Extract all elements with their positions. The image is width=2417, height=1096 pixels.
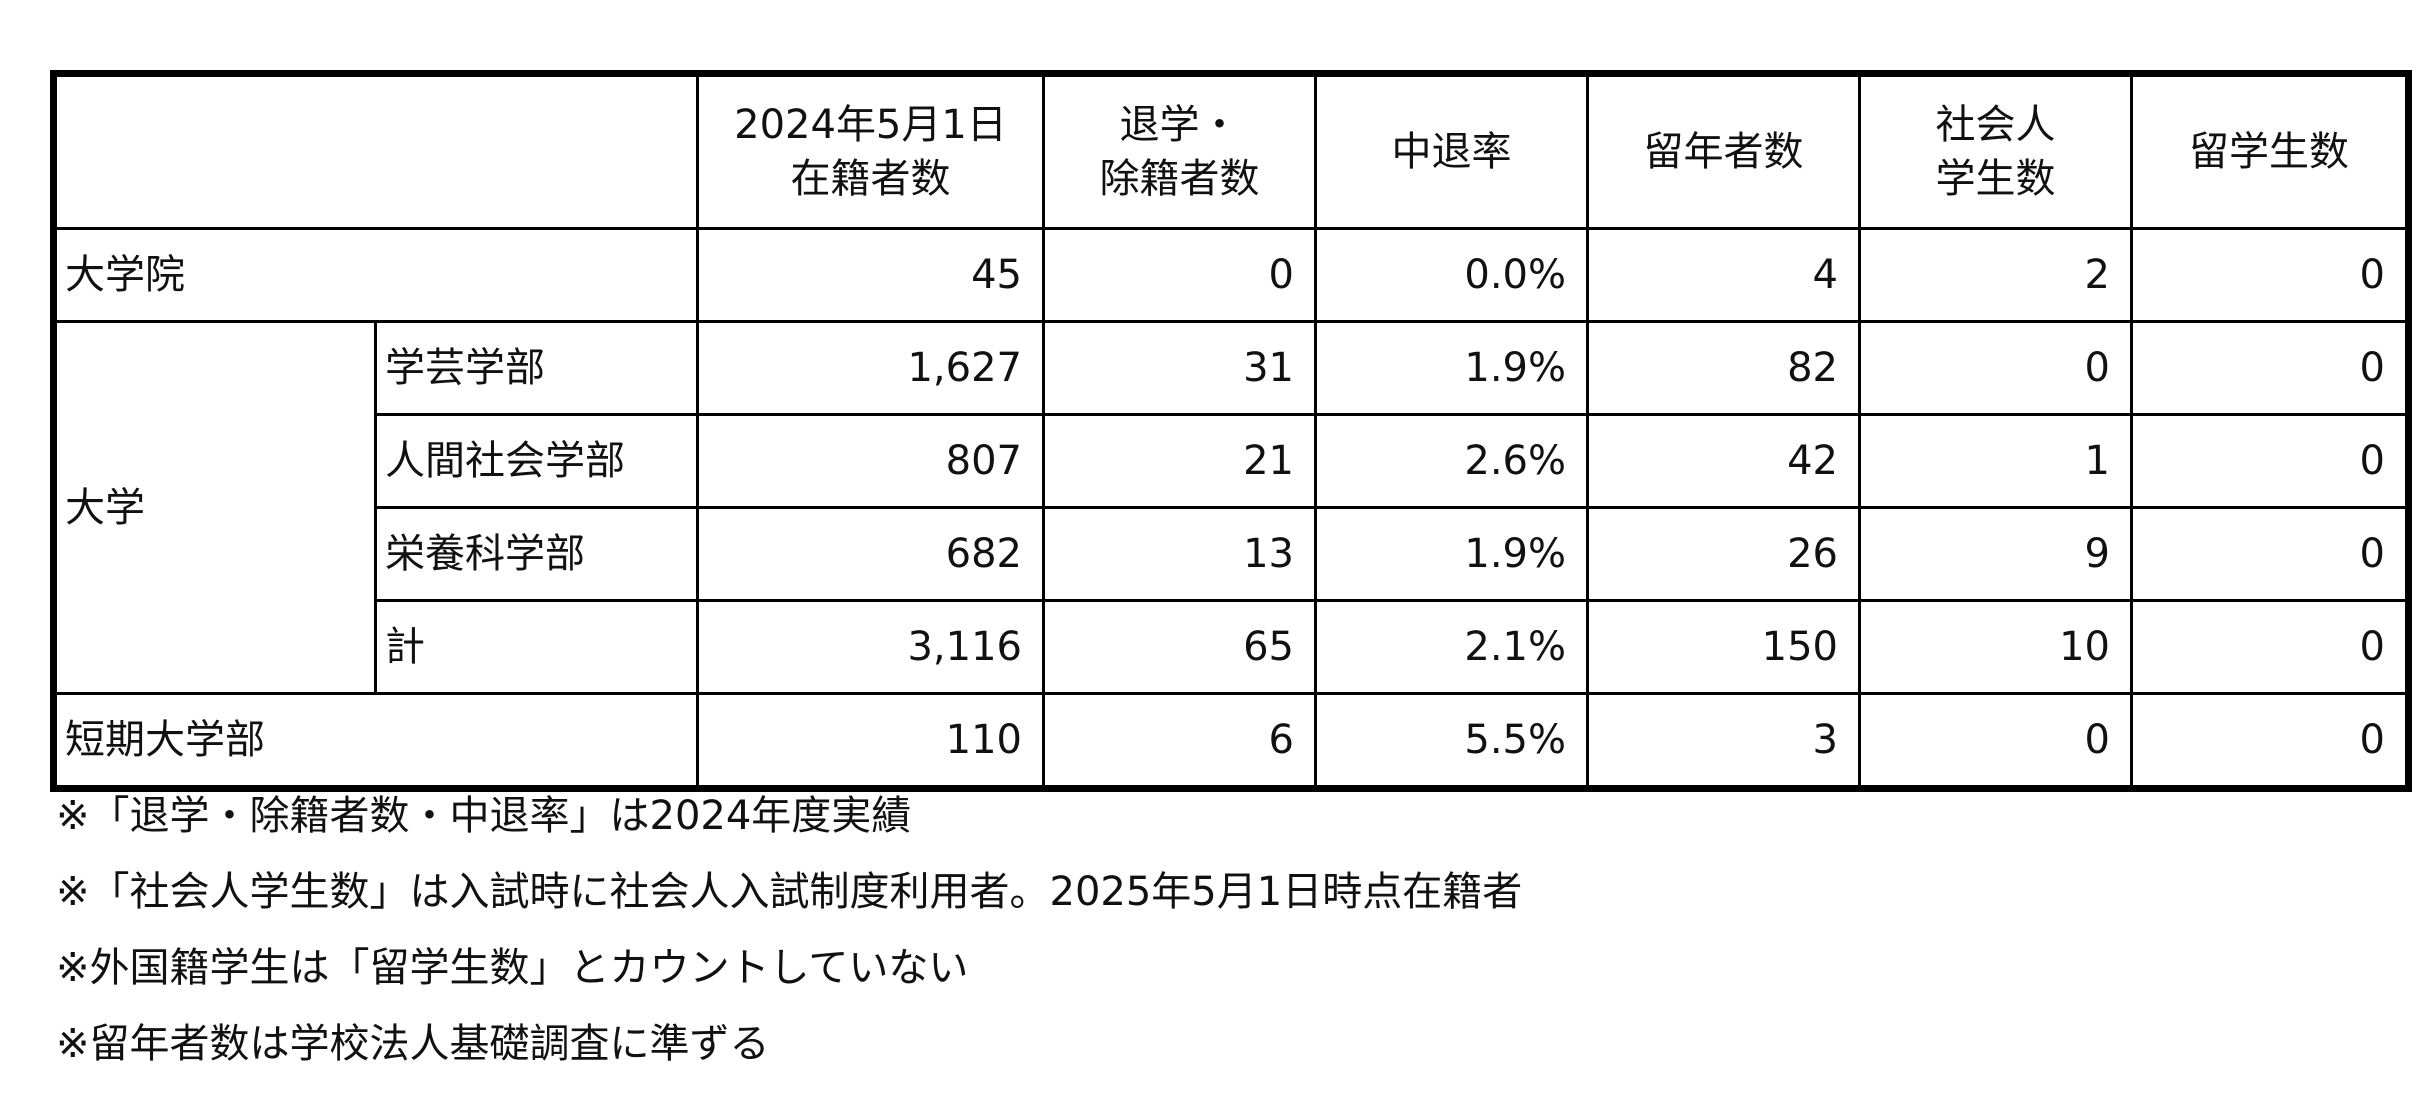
- header-line: 在籍者数: [790, 156, 951, 202]
- cell-international-students: 0: [2130, 413, 2410, 509]
- cell-dropout-rate: 0.0%: [1314, 227, 1589, 323]
- cell-international-students: 0: [2130, 599, 2410, 695]
- cell-adult-students: 10: [1858, 599, 2133, 695]
- header-dropout-rate: 中退率: [1314, 72, 1589, 230]
- row-label-faculty: 人間社会学部: [374, 413, 699, 509]
- table-row: 人間社会学部 807 21 2.6% 42 1 0: [54, 413, 2410, 509]
- cell-international-students: 0: [2130, 227, 2410, 323]
- footnote: ※「社会人学生数」は入試時に社会人入試制度利用者。2025年5月1日時点在籍者: [56, 869, 1523, 915]
- footnote: ※「退学・除籍者数・中退率」は2024年度実績: [56, 793, 912, 839]
- cell-dropout-rate: 2.1%: [1314, 599, 1589, 695]
- cell-repeat-year: 4: [1586, 227, 1861, 323]
- header-line: 退学・: [1119, 102, 1240, 148]
- cell-repeat-year: 26: [1586, 506, 1861, 602]
- cell-enrolled: 682: [696, 506, 1045, 602]
- cell-withdrawn: 6: [1042, 692, 1317, 790]
- cell-international-students: 0: [2130, 506, 2410, 602]
- cell-withdrawn: 31: [1042, 320, 1317, 416]
- header-international-student-count: 留学生数: [2130, 72, 2410, 230]
- cell-withdrawn: 21: [1042, 413, 1317, 509]
- header-line: 学生数: [1935, 156, 2056, 202]
- cell-international-students: 0: [2130, 320, 2410, 416]
- cell-repeat-year: 150: [1586, 599, 1861, 695]
- header-line: 留学生数: [2189, 129, 2349, 175]
- header-line: 社会人: [1935, 102, 2056, 148]
- cell-withdrawn: 0: [1042, 227, 1317, 323]
- footnote: ※外国籍学生は「留学生数」とカウントしていない: [56, 945, 969, 991]
- cell-adult-students: 0: [1858, 320, 2133, 416]
- table-row: 計 3,116 65 2.1% 150 10 0: [54, 599, 2410, 695]
- cell-international-students: 0: [2130, 692, 2410, 790]
- cell-enrolled: 110: [696, 692, 1045, 790]
- cell-enrolled: 3,116: [696, 599, 1045, 695]
- table-row: 栄養科学部 682 13 1.9% 26 9 0: [54, 506, 2410, 602]
- cell-enrolled: 807: [696, 413, 1045, 509]
- header-line: 留年者数: [1643, 129, 1804, 175]
- row-group-label-university: 大学: [52, 320, 377, 695]
- header-line: 除籍者数: [1099, 156, 1260, 202]
- cell-repeat-year: 82: [1586, 320, 1861, 416]
- cell-withdrawn: 65: [1042, 599, 1317, 695]
- cell-dropout-rate: 1.9%: [1314, 320, 1589, 416]
- row-label-junior-college: 短期大学部: [52, 692, 699, 790]
- table-row: 大学 学芸学部 1,627 31 1.9% 82 0 0: [52, 320, 2410, 695]
- header-repeat-year-count: 留年者数: [1586, 72, 1861, 230]
- table-row: 大学院 45 0 0.0% 4 2 0: [52, 227, 2410, 323]
- row-label-graduate-school: 大学院: [52, 227, 699, 323]
- footnote: ※留年者数は学校法人基礎調査に準ずる: [56, 1021, 770, 1067]
- cell-adult-students: 2: [1858, 227, 2133, 323]
- cell-enrolled: 45: [696, 227, 1045, 323]
- cell-dropout-rate: 1.9%: [1314, 506, 1589, 602]
- header-line: 2024年5月1日: [734, 102, 1007, 148]
- cell-dropout-rate: 2.6%: [1314, 413, 1589, 509]
- header-corner-cell: [52, 72, 699, 230]
- cell-repeat-year: 42: [1586, 413, 1861, 509]
- row-label-faculty: 栄養科学部: [374, 506, 699, 602]
- row-label-faculty: 学芸学部: [374, 320, 699, 416]
- cell-repeat-year: 3: [1586, 692, 1861, 790]
- table-header-row: 2024年5月1日 在籍者数 退学・ 除籍者数 中退率 留年者数 社会人 学生数…: [52, 72, 2410, 230]
- header-line: 中退率: [1391, 129, 1512, 175]
- cell-adult-students: 9: [1858, 506, 2133, 602]
- cell-adult-students: 0: [1858, 692, 2133, 790]
- cell-adult-students: 1: [1858, 413, 2133, 509]
- cell-withdrawn: 13: [1042, 506, 1317, 602]
- table-row: 短期大学部 110 6 5.5% 3 0 0: [52, 692, 2410, 790]
- header-enrolled-count: 2024年5月1日 在籍者数: [696, 72, 1045, 230]
- header-withdrawn-count: 退学・ 除籍者数: [1042, 72, 1317, 230]
- cell-dropout-rate: 5.5%: [1314, 692, 1589, 790]
- cell-enrolled: 1,627: [696, 320, 1045, 416]
- header-adult-student-count: 社会人 学生数: [1858, 72, 2133, 230]
- footnotes: ※「退学・除籍者数・中退率」は2024年度実績 ※「社会人学生数」は入試時に社会…: [56, 792, 2356, 1096]
- enrollment-statistics-table: 2024年5月1日 在籍者数 退学・ 除籍者数 中退率 留年者数 社会人 学生数…: [50, 70, 2412, 792]
- row-label-subtotal: 計: [374, 599, 699, 695]
